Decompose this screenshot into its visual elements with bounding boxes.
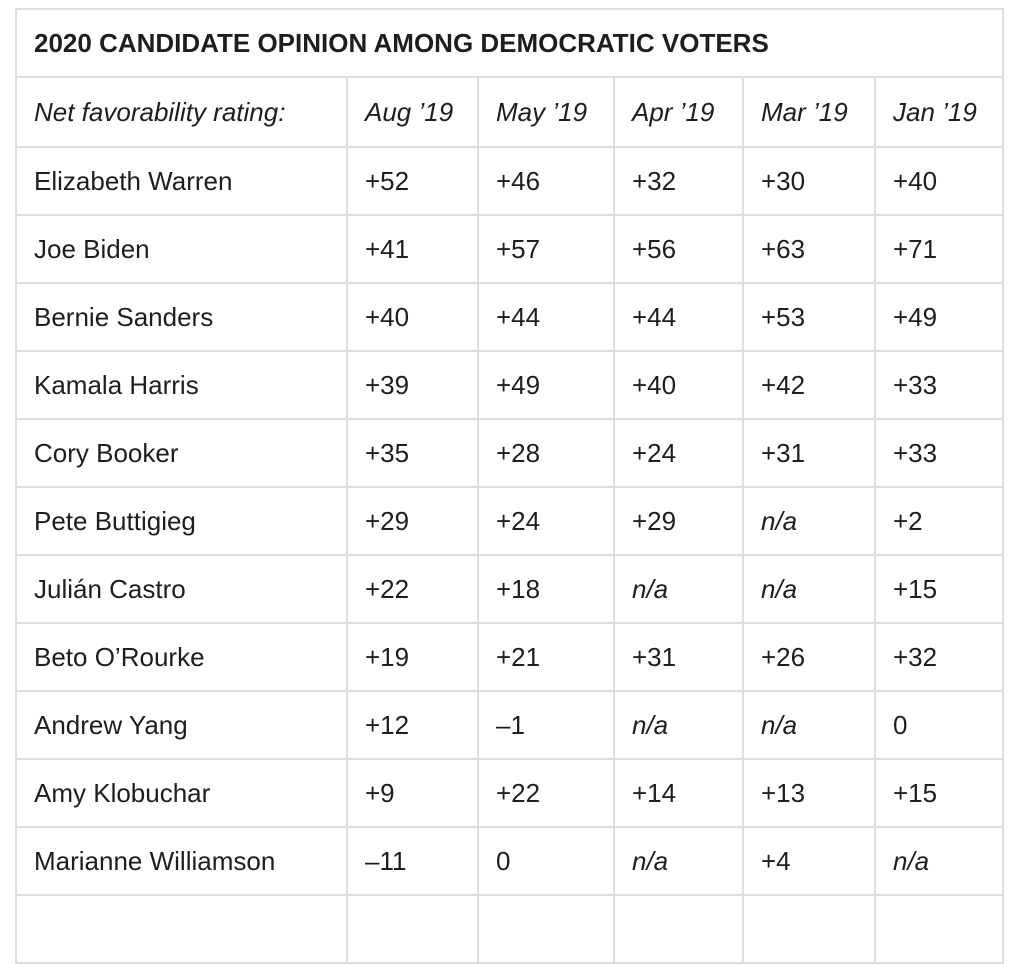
rating-cell: +41: [346, 214, 479, 284]
empty-cell: [613, 894, 744, 964]
column-header: Apr ’19: [613, 76, 744, 148]
column-header: May ’19: [477, 76, 615, 148]
rating-cell: n/a: [742, 554, 876, 624]
rating-cell: +33: [873, 350, 1005, 420]
header-row: Net favorability rating: Aug ’19 May ’19 A…: [15, 76, 1005, 148]
candidate-name: Marianne Williamson: [15, 826, 348, 896]
rating-cell: +32: [873, 622, 1005, 692]
title-row: 2020 CANDIDATE OPINION AMONG DEMOCRATIC …: [14, 8, 1005, 78]
candidate-name: Cory Booker: [15, 418, 348, 488]
column-header: Jan ’19: [873, 76, 1005, 148]
table-row-partial: [15, 894, 1005, 964]
table-row: Elizabeth Warren +52 +46 +32 +30 +40: [15, 146, 1005, 216]
rating-cell: +15: [873, 758, 1005, 828]
table-row: Bernie Sanders +40 +44 +44 +53 +49: [15, 282, 1005, 352]
rating-cell: +29: [346, 486, 479, 556]
column-header: Aug ’19: [346, 76, 479, 148]
table-row: Amy Klobuchar +9 +22 +14 +13 +15: [15, 758, 1005, 828]
table-row: Marianne Williamson –11 0 n/a +4 n/a: [15, 826, 1005, 896]
rating-cell: +29: [613, 486, 744, 556]
rating-cell: +44: [477, 282, 615, 352]
candidate-name: Amy Klobuchar: [15, 758, 348, 828]
rating-cell: +63: [742, 214, 876, 284]
rating-cell: +12: [346, 690, 479, 760]
rating-cell: +9: [346, 758, 479, 828]
rating-cell: n/a: [613, 690, 744, 760]
favorability-table: 2020 CANDIDATE OPINION AMONG DEMOCRATIC …: [14, 8, 1005, 964]
table-row: Cory Booker +35 +28 +24 +31 +33: [15, 418, 1005, 488]
table-row: Kamala Harris +39 +49 +40 +42 +33: [15, 350, 1005, 420]
rating-cell: +53: [742, 282, 876, 352]
rating-cell: n/a: [742, 486, 876, 556]
rating-cell: +57: [477, 214, 615, 284]
empty-cell: [15, 894, 348, 964]
rating-cell: +24: [613, 418, 744, 488]
table-title: 2020 CANDIDATE OPINION AMONG DEMOCRATIC …: [14, 8, 1005, 78]
table-row: Andrew Yang +12 –1 n/a n/a 0: [15, 690, 1005, 760]
candidate-name: Beto O’Rourke: [15, 622, 348, 692]
rating-cell: 0: [873, 690, 1005, 760]
rating-cell: +13: [742, 758, 876, 828]
table-row: Joe Biden +41 +57 +56 +63 +71: [15, 214, 1005, 284]
candidate-name: Pete Buttigieg: [15, 486, 348, 556]
rating-cell: +40: [873, 146, 1005, 216]
rating-cell: +22: [346, 554, 479, 624]
candidate-name: Kamala Harris: [15, 350, 348, 420]
rating-cell: +42: [742, 350, 876, 420]
rating-cell: +32: [613, 146, 744, 216]
rating-cell: +35: [346, 418, 479, 488]
rating-cell: +33: [873, 418, 1005, 488]
table-row: Julián Castro +22 +18 n/a n/a +15: [15, 554, 1005, 624]
rating-cell: +31: [613, 622, 744, 692]
rating-cell: n/a: [613, 554, 744, 624]
rating-cell: +52: [346, 146, 479, 216]
rating-cell: +19: [346, 622, 479, 692]
rating-cell: +4: [742, 826, 876, 896]
rating-cell: n/a: [613, 826, 744, 896]
rating-cell: +40: [613, 350, 744, 420]
rating-cell: +15: [873, 554, 1005, 624]
rating-cell: +30: [742, 146, 876, 216]
rating-cell: +26: [742, 622, 876, 692]
rating-cell: –11: [346, 826, 479, 896]
rating-cell: +49: [873, 282, 1005, 352]
rating-cell: 0: [477, 826, 615, 896]
column-header: Mar ’19: [742, 76, 876, 148]
rating-cell: n/a: [873, 826, 1005, 896]
rating-cell: +22: [477, 758, 615, 828]
empty-cell: [346, 894, 479, 964]
rating-cell: +2: [873, 486, 1005, 556]
rating-cell: +24: [477, 486, 615, 556]
rating-cell: n/a: [742, 690, 876, 760]
rating-cell: +56: [613, 214, 744, 284]
candidate-name: Julián Castro: [15, 554, 348, 624]
rating-cell: +44: [613, 282, 744, 352]
rating-cell: +71: [873, 214, 1005, 284]
rating-cell: +28: [477, 418, 615, 488]
rating-cell: +39: [346, 350, 479, 420]
candidate-name: Bernie Sanders: [15, 282, 348, 352]
empty-cell: [477, 894, 615, 964]
rating-cell: +40: [346, 282, 479, 352]
table-row: Pete Buttigieg +29 +24 +29 n/a +2: [15, 486, 1005, 556]
candidate-name: Joe Biden: [15, 214, 348, 284]
rating-cell: +31: [742, 418, 876, 488]
rating-cell: +18: [477, 554, 615, 624]
table-row: Beto O’Rourke +19 +21 +31 +26 +32: [15, 622, 1005, 692]
rating-cell: +49: [477, 350, 615, 420]
rating-cell: –1: [477, 690, 615, 760]
rating-cell: +14: [613, 758, 744, 828]
empty-cell: [873, 894, 1005, 964]
header-label: Net favorability rating:: [15, 76, 348, 148]
rating-cell: +21: [477, 622, 615, 692]
candidate-name: Elizabeth Warren: [15, 146, 348, 216]
candidate-name: Andrew Yang: [15, 690, 348, 760]
rating-cell: +46: [477, 146, 615, 216]
empty-cell: [742, 894, 876, 964]
